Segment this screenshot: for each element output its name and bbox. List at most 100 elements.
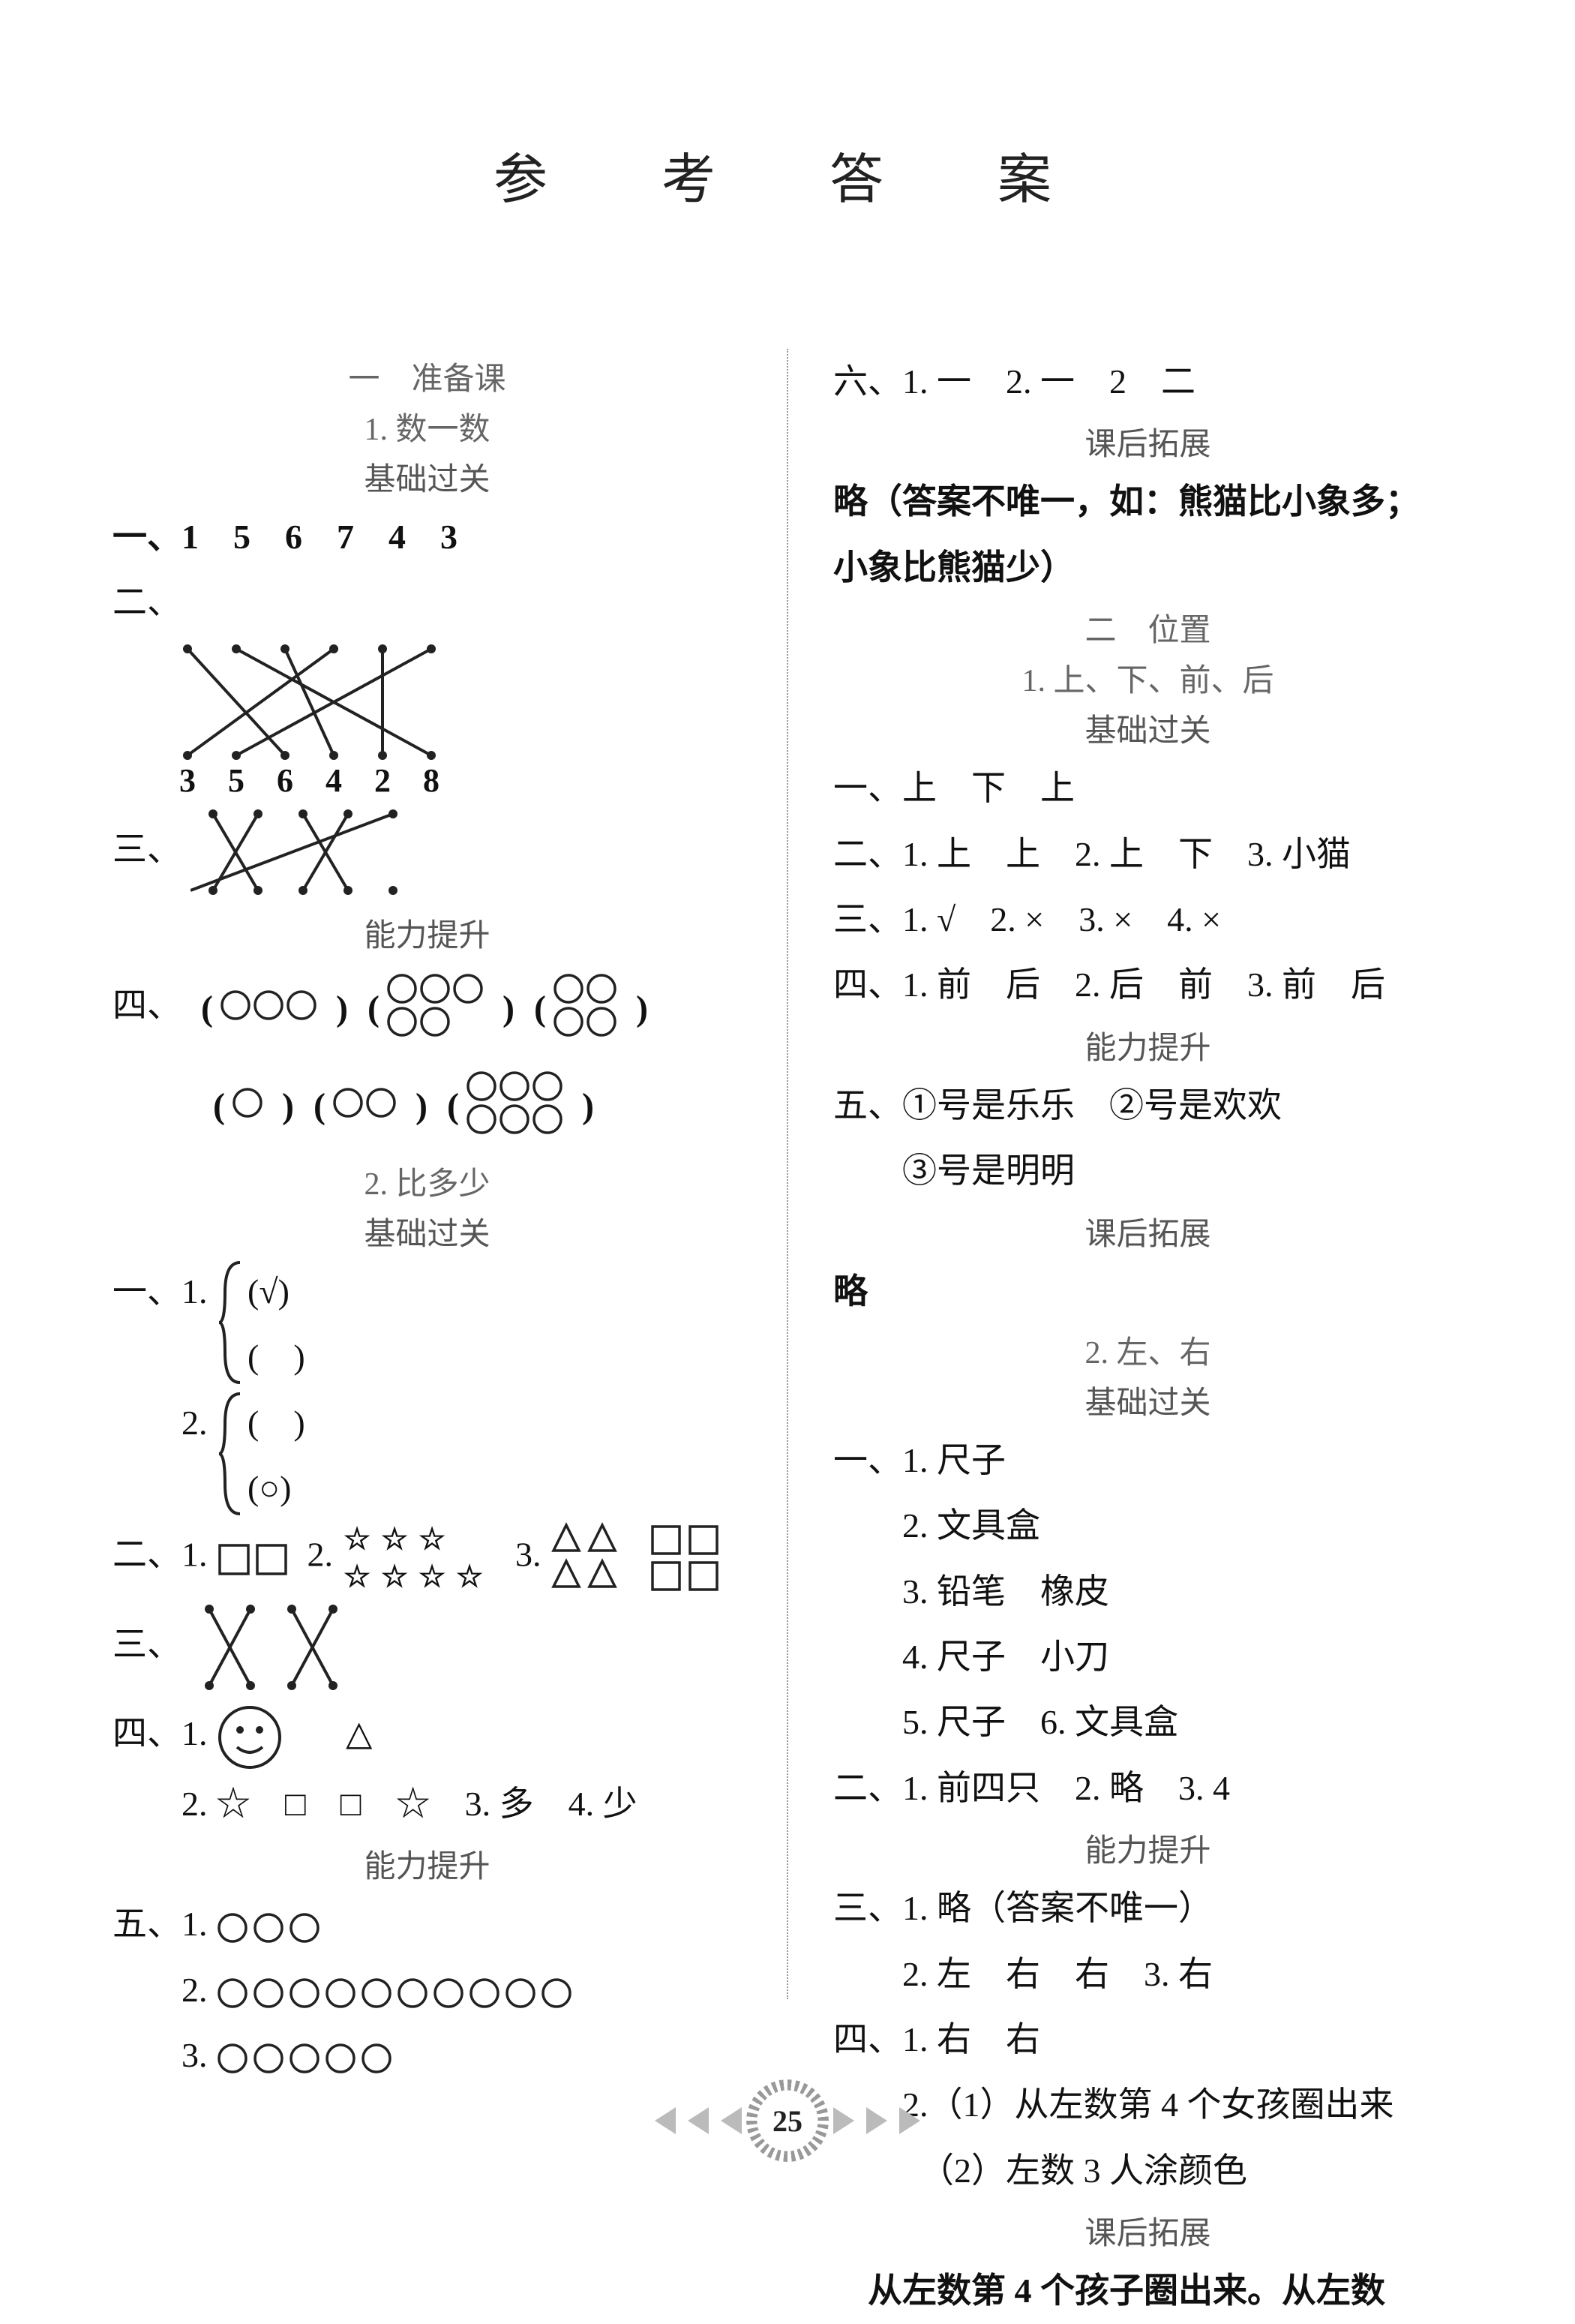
q2b-line: 二、1. 2. ☆☆☆☆☆☆☆ 3.: [112, 1521, 742, 1596]
q1b-label2: 2.: [112, 1390, 218, 1455]
svg-text:2: 2: [374, 762, 391, 799]
footer: 25: [0, 2087, 1575, 2154]
q5-r1: 五、1.: [112, 1891, 742, 1956]
page-title: 参 考 答 案: [112, 135, 1462, 214]
svg-text:(: (: [213, 1086, 225, 1126]
svg-text:☆: ☆: [381, 1560, 408, 1593]
q1b-options: (√) ( ): [248, 1259, 305, 1390]
section-band-ability-2: 能力提升: [112, 1841, 742, 1887]
svg-text:☆: ☆: [344, 1560, 370, 1593]
triangle-right-icon: [899, 2107, 920, 2134]
squares-icon-2: [649, 1521, 739, 1596]
q2b-p2: 2.: [308, 1536, 334, 1574]
left-column: 一 准备课 1. 数一数 基础过关 一、1 5 6 7 4 3 二、 35642…: [112, 349, 742, 1999]
brace-icon: [218, 1259, 248, 1386]
svg-text:☆: ☆: [344, 1522, 370, 1556]
r-r7c: 3. 铅笔 橡皮: [833, 1559, 1462, 1624]
r-r8: 二、1. 前四只 2. 略 3. 4: [833, 1755, 1462, 1821]
band-basic-r: 基础过关: [833, 705, 1462, 751]
svg-text:): ): [416, 1086, 428, 1126]
svg-text:(: (: [447, 1086, 459, 1126]
r-r5b: ③号是明明: [833, 1138, 1462, 1203]
squares-icon: [216, 1539, 298, 1577]
svg-text:(: (: [314, 1086, 326, 1126]
opt-blank: ( ): [248, 1390, 305, 1455]
page-number-badge: 25: [754, 2087, 821, 2154]
r-r9b: 2. 左 右 右 3. 右: [833, 1941, 1462, 2007]
svg-text:3: 3: [179, 762, 196, 799]
section-sub-2b: 2. 左、右: [833, 1327, 1462, 1373]
columns: 一 准备课 1. 数一数 基础过关 一、1 5 6 7 4 3 二、 35642…: [112, 349, 1462, 1999]
column-divider: [787, 349, 788, 1999]
band-ability-r2: 能力提升: [833, 1825, 1462, 1871]
q3-label: 三、: [112, 800, 742, 905]
q2b-label: 二、1.: [112, 1536, 208, 1574]
smiley-icon: [216, 1704, 284, 1771]
triangle-right-icon: [866, 2107, 887, 2134]
triangle-left-icon: [688, 2107, 709, 2134]
svg-text:4: 4: [326, 762, 342, 799]
r-r10: 四、1. 右 右: [833, 2007, 1462, 2072]
footer-inner: 25: [655, 2087, 920, 2154]
band-ext: 课后拓展: [833, 419, 1462, 464]
svg-text:☆: ☆: [456, 1560, 483, 1593]
q5-label3: 3.: [112, 2036, 208, 2074]
q4c-line: 四、1. △: [112, 1701, 742, 1770]
right-column: 六、1. 一 2. 一 2 二 课后拓展 略（答案不唯一，如：熊猫比小象多； 小…: [833, 349, 1462, 1999]
band-ext-2: 课后拓展: [833, 1209, 1462, 1254]
r-r5a: 五、①号是乐乐 ②号是欢欢: [833, 1073, 1462, 1138]
q1b-label: 一、1.: [112, 1259, 218, 1324]
r-r2: 二、1. 上 上 2. 上 下 3. 小猫: [833, 821, 1462, 887]
r-r7: 一、1. 尺子: [833, 1428, 1462, 1493]
svg-text:☆: ☆: [381, 1522, 408, 1556]
q4-line: 四、 ()()(): [112, 960, 742, 1058]
band-ability-r: 能力提升: [833, 1022, 1462, 1068]
q4-label: 四、: [112, 986, 182, 1024]
r-r7b: 2. 文具盒: [833, 1493, 1462, 1558]
svg-text:): ): [636, 989, 648, 1028]
svg-text:☆: ☆: [418, 1560, 446, 1593]
opt-blank: ( ): [248, 1324, 305, 1389]
r-r4: 四、1. 前 后 2. 后 前 3. 前 后: [833, 952, 1462, 1017]
svg-text:(: (: [534, 989, 546, 1028]
section-sub-2a: 1. 上、下、前、后: [833, 655, 1462, 701]
q4c-tri: △: [346, 1714, 372, 1752]
svg-text:): ): [582, 1086, 594, 1126]
r-l1: 六、1. 一 2. 一 2 二: [833, 349, 1462, 414]
brace-icon: [218, 1390, 248, 1518]
opt-circle: (○): [248, 1455, 305, 1521]
opt-check: (√): [248, 1259, 305, 1324]
page-number: 25: [772, 2103, 802, 2139]
r-r6: 略: [833, 1259, 1462, 1324]
svg-text:): ): [502, 989, 514, 1028]
matching-diagram-1: 356428: [165, 635, 480, 800]
band-basic-r2: 基础过关: [833, 1377, 1462, 1423]
section-band-basic: 基础过关: [112, 454, 742, 500]
r-l3: 小象比熊猫少）: [833, 535, 1462, 600]
q5-label2: 2.: [112, 1971, 208, 2009]
stars-icon: ☆ ☆ ☆ ☆ ☆ ☆ ☆: [342, 1521, 507, 1596]
circles-row-2: [216, 1974, 741, 2012]
q1b-options2: ( ) (○): [248, 1390, 305, 1521]
q1b-wrap: 一、1. (√) ( ): [112, 1259, 742, 1390]
svg-text:6: 6: [277, 762, 293, 799]
circle-groups-row2: () () (): [202, 1058, 728, 1155]
triangle-right-icon: [833, 2107, 854, 2134]
r-r1: 一、上 下 上: [833, 755, 1462, 821]
svg-text:(: (: [201, 989, 213, 1028]
q3b-line: 三、: [112, 1596, 742, 1701]
triangle-left-icon: [721, 2107, 742, 2134]
section-band-basic-2: 基础过关: [112, 1209, 742, 1254]
circles-row-1: [216, 1909, 741, 1947]
page: 参 考 答 案 一 准备课 1. 数一数 基础过关 一、1 5 6 7 4 3 …: [0, 0, 1575, 2196]
circle-groups-row1: ()()(): [190, 960, 716, 1058]
svg-text:8: 8: [423, 762, 440, 799]
svg-text:): ): [282, 1086, 294, 1126]
section-header-2: 二 位置: [833, 605, 1462, 650]
svg-text:☆: ☆: [418, 1522, 446, 1556]
r-r7e: 5. 尺子 6. 文具盒: [833, 1689, 1462, 1755]
circles-row-3: [216, 2040, 741, 2077]
matching-diagram-2: [190, 800, 460, 905]
q4c-label: 四、1.: [112, 1714, 208, 1752]
r-r11: 从左数第 4 个孩子圈出来。从左数: [833, 2258, 1462, 2323]
